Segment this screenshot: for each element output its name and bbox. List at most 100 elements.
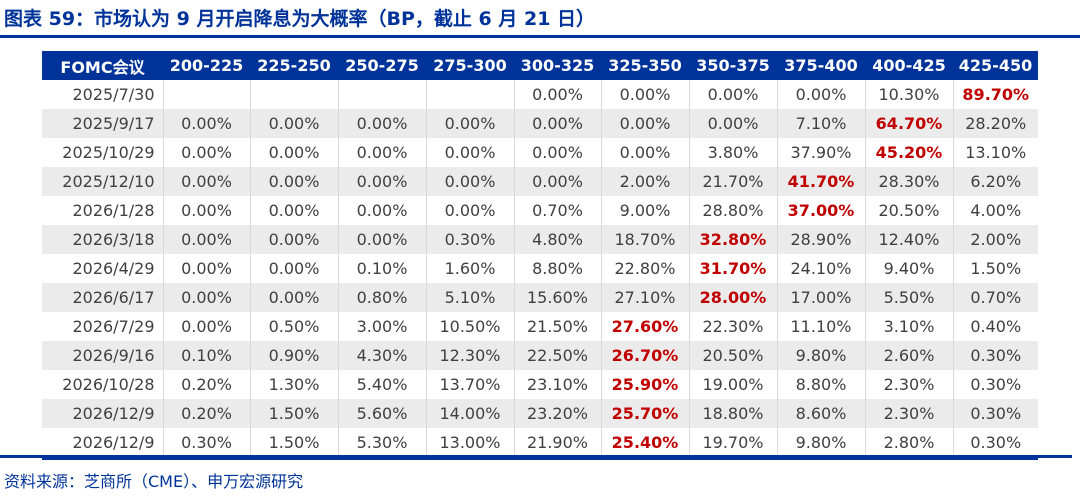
table-row: 2026/10/28 0.20% 1.30% 5.40% 13.70% 23.10% 25.… (42, 370, 1038, 399)
probability-cell: 3.10% (865, 312, 954, 341)
probability-cell: 0.00% (163, 138, 251, 167)
probability-cell: 0.00% (514, 80, 602, 109)
probability-cell: 0.00% (689, 80, 778, 109)
highest-probability-cell: 27.60% (601, 312, 690, 341)
probability-cell: 0.00% (250, 196, 339, 225)
probability-cell: 0.00% (250, 283, 339, 312)
probability-cell: 15.60% (514, 283, 602, 312)
header-rate-range: 375-400 (777, 51, 865, 80)
probability-cell: 18.70% (601, 225, 690, 254)
probability-cell: 21.70% (689, 167, 778, 196)
probability-cell: 0.00% (250, 225, 339, 254)
probability-cell: 0.00% (601, 80, 690, 109)
header-rate-range: 350-375 (689, 51, 777, 80)
probability-cell: 0.00% (163, 109, 251, 138)
meeting-date-cell: 2026/6/17 (42, 283, 164, 312)
probability-cell: 3.80% (689, 138, 778, 167)
probability-cell (163, 80, 251, 109)
probability-cell: 1.60% (426, 254, 515, 283)
header-rate-range: 250-275 (338, 51, 426, 80)
probability-cell: 10.30% (865, 80, 954, 109)
meeting-date-cell: 2026/10/28 (42, 370, 164, 399)
probability-cell: 0.00% (338, 109, 427, 138)
probability-cell: 0.00% (163, 225, 251, 254)
probability-cell: 18.80% (689, 399, 778, 428)
meeting-date-cell: 2025/10/29 (42, 138, 164, 167)
highest-probability-cell: 89.70% (953, 80, 1038, 109)
probability-cell: 20.50% (689, 341, 778, 370)
table-row: 2025/9/17 0.00% 0.00% 0.00% 0.00% 0.00% 0.00% 0… (42, 109, 1038, 138)
table-row: 2026/12/9 0.20% 1.50% 5.60% 14.00% 23.20% 25.7… (42, 399, 1038, 428)
highest-probability-cell: 64.70% (865, 109, 954, 138)
probability-cell: 2.80% (865, 428, 954, 460)
header-rate-range: 325-350 (601, 51, 689, 80)
bottom-divider (0, 455, 1072, 458)
probability-cell: 28.30% (865, 167, 954, 196)
probability-cell: 22.80% (601, 254, 690, 283)
probability-cell: 0.00% (689, 109, 778, 138)
probability-cell: 0.00% (163, 196, 251, 225)
probability-cell: 8.80% (777, 370, 866, 399)
highest-probability-cell: 25.70% (601, 399, 690, 428)
probability-cell: 6.20% (953, 167, 1038, 196)
probability-cell: 24.10% (777, 254, 866, 283)
probability-cell: 13.10% (953, 138, 1038, 167)
probability-cell: 0.80% (338, 283, 427, 312)
probability-cell: 0.20% (163, 399, 251, 428)
table-header-row: FOMC会议 200-225 225-250 250-275 275-300 300-32… (42, 51, 1038, 80)
probability-cell: 8.60% (777, 399, 866, 428)
meeting-date-cell: 2026/12/9 (42, 428, 164, 460)
probability-cell: 23.20% (514, 399, 602, 428)
probability-cell: 0.00% (601, 138, 690, 167)
probability-cell: 0.00% (338, 167, 427, 196)
probability-cell: 5.60% (338, 399, 427, 428)
header-rate-range: 200-225 (163, 51, 250, 80)
meeting-date-cell: 2026/3/18 (42, 225, 164, 254)
probability-cell: 9.40% (865, 254, 954, 283)
header-fomc-meeting: FOMC会议 (42, 51, 163, 80)
probability-cell: 1.50% (250, 399, 339, 428)
probability-cell: 0.20% (163, 370, 251, 399)
meeting-date-cell: 2025/9/17 (42, 109, 164, 138)
probability-cell: 3.00% (338, 312, 427, 341)
probability-cell (250, 80, 339, 109)
header-rate-range: 275-300 (426, 51, 514, 80)
highest-probability-cell: 31.70% (689, 254, 778, 283)
probability-cell: 0.10% (338, 254, 427, 283)
header-rate-range: 400-425 (865, 51, 953, 80)
probability-cell: 0.00% (338, 138, 427, 167)
table-row: 2026/7/29 0.00% 0.50% 3.00% 10.50% 21.50% 27.6… (42, 312, 1038, 341)
title-divider (0, 35, 1080, 38)
highest-probability-cell: 41.70% (777, 167, 866, 196)
probability-cell: 0.00% (514, 109, 602, 138)
probability-cell: 0.30% (953, 370, 1038, 399)
probability-cell: 19.70% (689, 428, 778, 460)
meeting-date-cell: 2025/12/10 (42, 167, 164, 196)
probability-cell: 0.70% (953, 283, 1038, 312)
probability-cell: 0.00% (250, 254, 339, 283)
table-row: 2026/9/16 0.10% 0.90% 4.30% 12.30% 22.50% 26.7… (42, 341, 1038, 370)
probability-cell: 2.30% (865, 399, 954, 428)
probability-cell: 0.00% (601, 109, 690, 138)
probability-cell: 22.30% (689, 312, 778, 341)
probability-cell: 13.00% (426, 428, 515, 460)
probability-cell: 0.00% (426, 109, 515, 138)
probability-cell: 2.30% (865, 370, 954, 399)
meeting-date-cell: 2026/7/29 (42, 312, 164, 341)
probability-cell: 0.30% (953, 428, 1038, 460)
probability-cell: 0.00% (163, 283, 251, 312)
probability-cell: 0.00% (426, 138, 515, 167)
meeting-date-cell: 2026/4/29 (42, 254, 164, 283)
probability-cell: 19.00% (689, 370, 778, 399)
probability-cell: 10.50% (426, 312, 515, 341)
probability-cell: 12.30% (426, 341, 515, 370)
meeting-date-cell: 2026/12/9 (42, 399, 164, 428)
probability-cell: 5.50% (865, 283, 954, 312)
probability-cell: 0.90% (250, 341, 339, 370)
highest-probability-cell: 37.00% (777, 196, 866, 225)
probability-cell: 27.10% (601, 283, 690, 312)
header-rate-range: 225-250 (250, 51, 338, 80)
probability-cell: 2.00% (953, 225, 1038, 254)
probability-cell: 23.10% (514, 370, 602, 399)
probability-cell: 0.00% (250, 167, 339, 196)
